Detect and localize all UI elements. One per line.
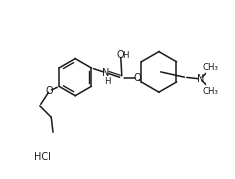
Text: N: N: [197, 74, 204, 84]
Text: H: H: [122, 51, 129, 60]
Text: O: O: [134, 73, 141, 83]
Text: H: H: [104, 77, 110, 86]
Text: CH₃: CH₃: [202, 63, 218, 72]
Text: N: N: [102, 68, 110, 78]
Text: O: O: [46, 86, 53, 96]
Text: HCl: HCl: [34, 152, 51, 162]
Text: O: O: [117, 50, 125, 60]
Text: CH₃: CH₃: [202, 87, 218, 96]
